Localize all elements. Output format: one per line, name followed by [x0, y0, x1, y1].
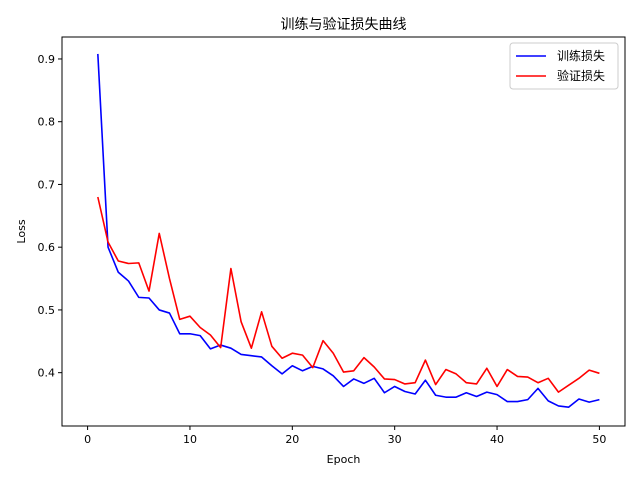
x-tick-label: 20	[285, 433, 299, 446]
series-group	[97, 53, 600, 408]
legend: 训练损失 验证损失	[509, 42, 619, 90]
legend-label-train: 训练损失	[557, 48, 605, 63]
plot-background	[62, 37, 625, 426]
y-tick-label: 0.7	[38, 178, 56, 191]
x-tick-label: 50	[592, 433, 606, 446]
x-tick-label: 10	[183, 433, 197, 446]
y-tick-label: 0.9	[38, 53, 56, 66]
series-line-1	[97, 196, 600, 393]
x-tick-label: 40	[490, 433, 504, 446]
legend-label-val: 验证损失	[557, 68, 605, 83]
y-tick-label: 0.6	[38, 241, 56, 254]
x-tick-label: 30	[388, 433, 402, 446]
plot-frame	[61, 36, 626, 427]
y-tick-label: 0.4	[38, 367, 56, 380]
y-axis-ticks: 0.4 0.5 0.6 0.7 0.8 0.9	[38, 53, 62, 380]
x-axis-ticks: 0 10 20 30 40 50	[84, 426, 606, 446]
y-tick-label: 0.5	[38, 304, 56, 317]
series-line-0	[97, 53, 600, 408]
x-axis-label: Epoch	[327, 453, 361, 466]
x-tick-label: 0	[84, 433, 91, 446]
legend-box	[509, 42, 619, 90]
y-axis-label: Loss	[15, 219, 28, 243]
y-tick-label: 0.8	[38, 116, 56, 129]
chart-title: 训练与验证损失曲线	[281, 17, 407, 33]
